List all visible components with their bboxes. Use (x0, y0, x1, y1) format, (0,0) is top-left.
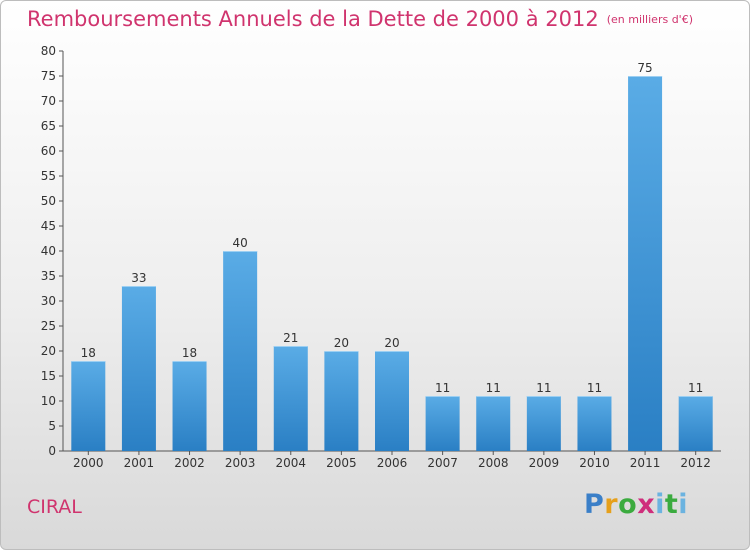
bar (223, 251, 258, 451)
bar (526, 396, 561, 451)
bar (121, 286, 156, 451)
bar (577, 396, 612, 451)
bar-value-label: 11 (587, 381, 602, 395)
y-tick-label: 45 (41, 219, 56, 233)
bar-value-label: 21 (283, 331, 298, 345)
y-tick-label: 75 (41, 69, 56, 83)
x-tick-label: 2006 (377, 456, 408, 470)
x-tick-label: 2000 (73, 456, 104, 470)
x-tick-label: 2001 (124, 456, 155, 470)
bar-value-label: 11 (435, 381, 450, 395)
chart-unit: (en milliers d'€) (606, 13, 693, 26)
bar (324, 351, 359, 451)
bar-value-label: 33 (131, 271, 146, 285)
x-tick-label: 2011 (630, 456, 661, 470)
y-tick-label: 20 (41, 344, 56, 358)
y-tick-label: 40 (41, 244, 56, 258)
bar-value-label: 20 (334, 336, 349, 350)
bar-value-label: 11 (688, 381, 703, 395)
y-tick-label: 35 (41, 269, 56, 283)
commune-name: CIRAL (27, 496, 82, 518)
bar (628, 76, 663, 451)
bar (172, 361, 207, 451)
x-tick-label: 2012 (680, 456, 711, 470)
x-tick-label: 2007 (427, 456, 458, 470)
y-tick-label: 70 (41, 94, 56, 108)
y-tick-label: 50 (41, 194, 56, 208)
x-tick-label: 2009 (529, 456, 560, 470)
bar (678, 396, 713, 451)
y-tick-label: 0 (48, 444, 56, 458)
bar-value-label: 18 (81, 346, 96, 360)
chart-title: Remboursements Annuels de la Dette de 20… (27, 7, 693, 31)
x-tick-label: 2003 (225, 456, 256, 470)
x-tick-label: 2010 (579, 456, 610, 470)
bar-value-label: 20 (384, 336, 399, 350)
bar (425, 396, 460, 451)
bar (71, 361, 106, 451)
bar (375, 351, 409, 451)
x-tick-label: 2008 (478, 456, 509, 470)
y-tick-label: 30 (41, 294, 56, 308)
y-tick-label: 15 (41, 369, 56, 383)
bar-value-label: 40 (233, 236, 248, 250)
y-tick-label: 5 (48, 419, 56, 433)
y-tick-label: 25 (41, 319, 56, 333)
bar-value-label: 18 (182, 346, 197, 360)
y-tick-label: 65 (41, 119, 56, 133)
bar (476, 396, 511, 451)
bar-value-label: 75 (637, 61, 652, 75)
y-tick-label: 55 (41, 169, 56, 183)
x-tick-label: 2005 (326, 456, 357, 470)
bar (273, 346, 308, 451)
bar-value-label: 11 (536, 381, 551, 395)
proxiti-logo: Proxiti (584, 489, 689, 520)
bar-value-label: 11 (486, 381, 501, 395)
x-tick-label: 2002 (174, 456, 205, 470)
y-tick-label: 10 (41, 394, 56, 408)
y-tick-label: 80 (41, 44, 56, 58)
y-tick-label: 60 (41, 144, 56, 158)
x-tick-label: 2004 (275, 456, 306, 470)
